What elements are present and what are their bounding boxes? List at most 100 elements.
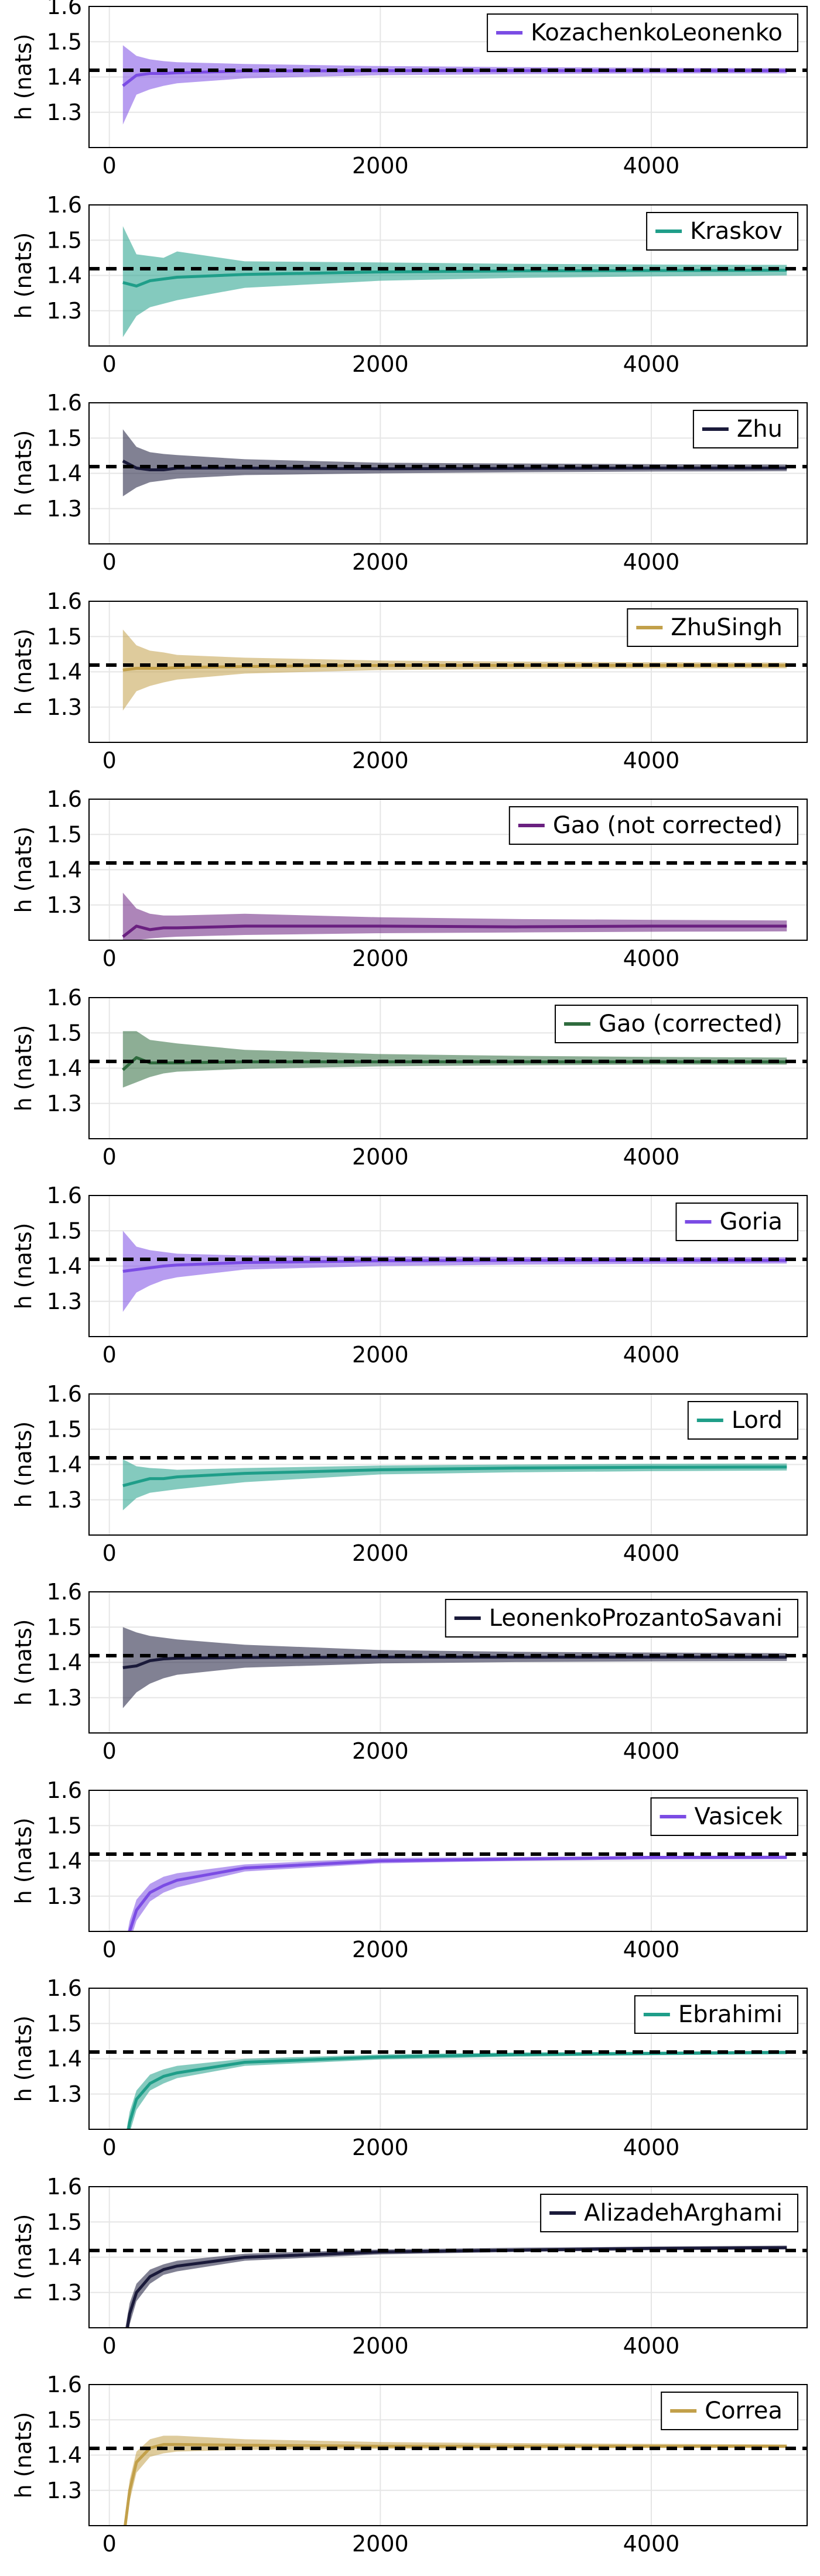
- x-tick-label: 0: [102, 1144, 117, 1170]
- x-tick-label: 2000: [352, 351, 409, 377]
- data-point: [162, 1884, 165, 1887]
- data-point: [135, 2098, 138, 2101]
- axes-frame: [88, 601, 808, 743]
- x-tick-label: 0: [102, 1937, 117, 1962]
- y-tick-label: 1.5: [47, 227, 82, 253]
- plot-content: [89, 861, 807, 940]
- legend-label: AlizadehArghami: [584, 2200, 783, 2226]
- x-tick-label: 0: [102, 2531, 117, 2557]
- x-tick-label: 2000: [352, 1342, 409, 1368]
- x-tick-label: 4000: [623, 1540, 680, 1566]
- legend: KozachenkoLeonenko: [487, 13, 798, 52]
- series-line: [128, 1856, 787, 1931]
- series-line: [122, 924, 787, 938]
- y-tick-label: 1.4: [47, 1452, 82, 1478]
- y-tick-label: 1.5: [47, 1218, 82, 1244]
- legend: Lord: [687, 1401, 798, 1440]
- legend: Gao (not corrected): [508, 806, 798, 845]
- x-tick-label: 0: [102, 946, 117, 971]
- y-tick-label: 1.6: [47, 390, 82, 416]
- legend-box: [445, 1599, 798, 1638]
- x-tick-label: 4000: [623, 1342, 680, 1368]
- data-point: [244, 1261, 247, 1264]
- data-point: [149, 1477, 152, 1480]
- y-tick-label: 1.3: [47, 694, 82, 720]
- data-point: [176, 926, 179, 929]
- plot-content: [89, 45, 807, 125]
- y-tick-label: 1.4: [47, 2245, 82, 2270]
- data-point: [162, 278, 165, 280]
- data-point: [785, 2246, 788, 2249]
- data-point: [650, 1856, 652, 1859]
- x-tick-label: 2000: [352, 549, 409, 575]
- legend: Kraskov: [646, 212, 798, 251]
- x-tick-label: 0: [102, 1540, 117, 1566]
- y-tick-label: 1.3: [47, 298, 82, 324]
- data-point: [785, 1465, 788, 1468]
- chart-panel-5: 1.3 1.4 1.5 1.6 0 2000 4000 h (nats) Gao (not co…: [11, 786, 808, 971]
- y-tick-label: 1.3: [47, 1685, 82, 1711]
- chart-panel-6: 1.3 1.4 1.5 1.6 0 2000 4000 h (nats) Gao (correc…: [11, 985, 808, 1170]
- x-tick-label: 2000: [352, 2135, 409, 2160]
- y-tick-label: 1.5: [47, 29, 82, 54]
- data-point: [176, 1475, 179, 1478]
- axes-frame: [88, 6, 808, 148]
- y-axis-label: h (nats): [11, 629, 36, 715]
- x-tick-label: 2000: [352, 153, 409, 179]
- y-axis-label: h (nats): [11, 34, 36, 121]
- data-point: [162, 72, 165, 75]
- legend-label: Kraskov: [690, 218, 783, 245]
- data-point: [176, 2265, 179, 2267]
- y-tick-label: 1.6: [47, 0, 82, 19]
- x-tick-label: 4000: [623, 1144, 680, 1170]
- data-point: [379, 924, 382, 927]
- legend-label: Lord: [732, 1407, 783, 1434]
- y-tick-label: 1.5: [47, 2407, 82, 2433]
- confidence-band: [122, 429, 787, 496]
- data-point: [244, 1866, 247, 1869]
- data-point: [121, 2163, 124, 2166]
- y-tick-label: 1.6: [47, 2174, 82, 2200]
- legend-label: Ebrahimi: [678, 2001, 783, 2028]
- legend-label: Gao (not corrected): [553, 812, 783, 839]
- series-line: [127, 2051, 787, 2129]
- axes-frame: [88, 204, 808, 347]
- data-point: [379, 1468, 382, 1471]
- axes-frame: [88, 997, 808, 1139]
- chart-panel-1: 1.3 1.4 1.5 1.6 0 2000 4000 h (nats) KozachenkoL…: [11, 0, 808, 179]
- y-axis-label: h (nats): [11, 1619, 36, 1706]
- plot-content: [89, 2435, 807, 2526]
- data-point: [162, 1477, 165, 1480]
- series-line: [126, 2246, 787, 2328]
- data-point: [121, 1484, 124, 1487]
- data-point: [176, 2443, 179, 2446]
- legend-label: Goria: [719, 1208, 783, 1235]
- data-point: [162, 1657, 165, 1660]
- data-point: [121, 84, 124, 87]
- y-tick-label: 1.3: [47, 2478, 82, 2503]
- data-point: [244, 2444, 247, 2447]
- plot-content: [89, 1627, 807, 1708]
- x-tick-label: 0: [102, 748, 117, 773]
- data-point: [121, 935, 124, 938]
- data-point: [121, 1270, 124, 1273]
- x-tick-label: 2000: [352, 946, 409, 971]
- data-point: [135, 2291, 138, 2294]
- axes-frame: [88, 1591, 808, 1734]
- y-tick-label: 1.5: [47, 1416, 82, 1442]
- data-point: [135, 2461, 138, 2464]
- data-point: [149, 667, 152, 670]
- x-tick-label: 4000: [623, 549, 680, 575]
- confidence-band: [122, 45, 787, 125]
- x-tick-label: 4000: [623, 351, 680, 377]
- plot-content: [89, 629, 807, 711]
- y-tick-label: 1.5: [47, 2010, 82, 2036]
- data-point: [162, 1265, 165, 1268]
- y-tick-label: 1.5: [47, 624, 82, 649]
- data-point: [162, 2268, 165, 2271]
- y-tick-label: 1.6: [47, 192, 82, 218]
- legend: Gao (corrected): [555, 1005, 798, 1043]
- legend-box: [487, 13, 798, 52]
- y-tick-label: 1.4: [47, 461, 82, 487]
- chart-panel-3: 1.3 1.4 1.5 1.6 0 2000 4000 h (nats) Zhu: [11, 390, 808, 575]
